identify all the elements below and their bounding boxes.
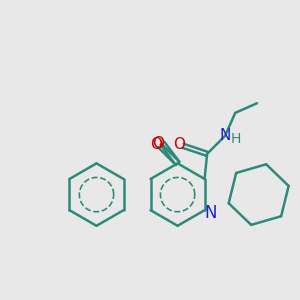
Text: O: O: [150, 136, 162, 152]
Text: N: N: [219, 128, 231, 143]
Text: H: H: [230, 132, 241, 146]
Text: N: N: [204, 205, 217, 223]
Text: O: O: [174, 137, 186, 152]
Text: O: O: [152, 136, 164, 151]
